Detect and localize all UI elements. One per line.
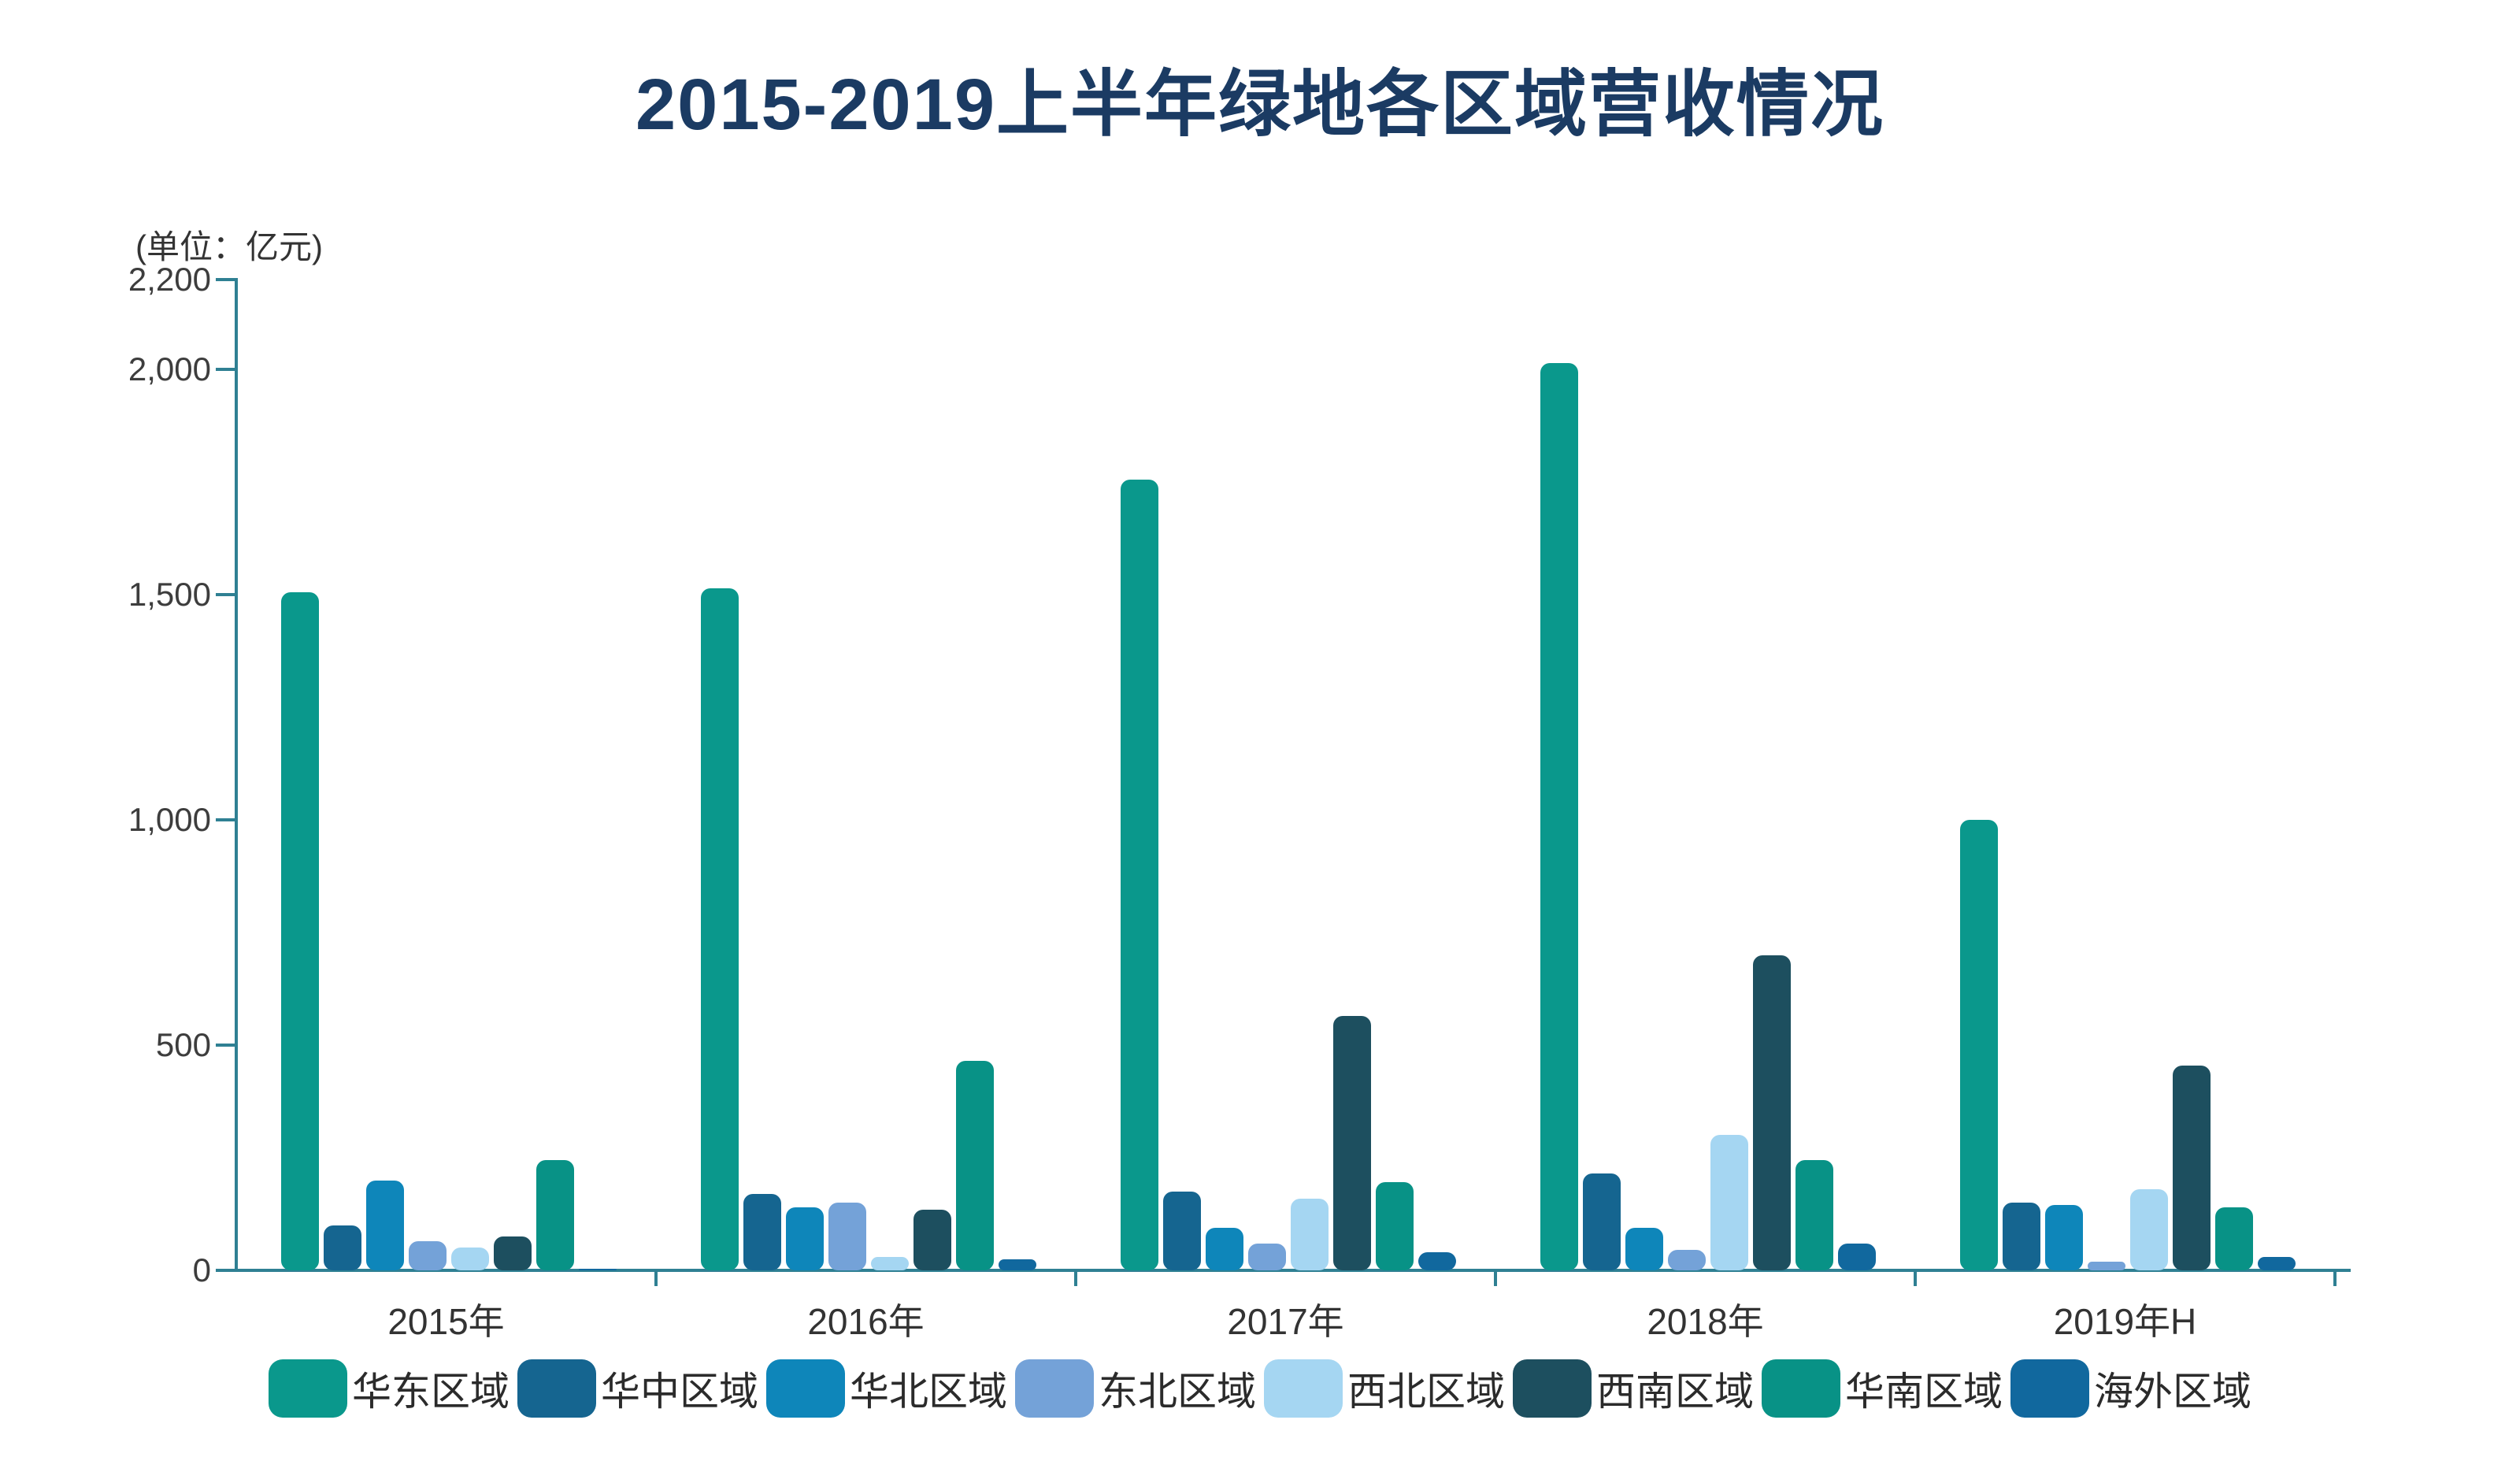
y-axis-tick-label: 1,000 (128, 801, 211, 839)
bar[interactable] (450, 1248, 489, 1270)
bar[interactable] (2129, 1189, 2168, 1270)
bar[interactable] (1247, 1243, 1286, 1270)
legend-item[interactable]: 西南区域 (1513, 1359, 1754, 1418)
bar[interactable] (1290, 1198, 1329, 1270)
bar[interactable] (1710, 1135, 1748, 1270)
x-axis-tick (1494, 1270, 1497, 1286)
x-axis-category-label: 2017年 (1227, 1301, 1344, 1342)
legend-item-label: 华东区域 (352, 1370, 510, 1414)
x-axis-category-label: 2016年 (807, 1301, 925, 1342)
bar[interactable] (1795, 1159, 1833, 1270)
bar[interactable] (1205, 1227, 1243, 1270)
x-axis-line (235, 1269, 2351, 1272)
bar[interactable] (870, 1256, 909, 1270)
legend-item[interactable]: 西北区域 (1264, 1359, 1505, 1418)
bar[interactable] (2044, 1205, 2083, 1270)
bar[interactable] (536, 1159, 574, 1270)
y-axis-tick (216, 368, 236, 372)
x-axis-category-label: 2019年H (2053, 1301, 2197, 1342)
y-axis-tick-label: 0 (192, 1251, 211, 1288)
y-axis-tick (216, 1269, 236, 1272)
bar[interactable] (1625, 1227, 1663, 1270)
y-axis-tick-label: 500 (155, 1026, 211, 1064)
bar[interactable] (1418, 1252, 1456, 1270)
legend-item-label: 东北区域 (1099, 1370, 1256, 1414)
legend-swatch (1015, 1359, 1094, 1418)
bar[interactable] (1582, 1173, 1621, 1270)
bar[interactable] (578, 1269, 617, 1270)
legend-item[interactable]: 华中区域 (517, 1359, 758, 1418)
legend-swatch (1762, 1359, 1840, 1418)
legend-item[interactable]: 东北区域 (1015, 1359, 1256, 1418)
x-axis-tick (2333, 1270, 2337, 1286)
x-axis-category-label: 2015年 (387, 1301, 505, 1342)
bar[interactable] (743, 1193, 781, 1270)
y-axis-tick-label: 2,000 (128, 350, 211, 388)
y-axis-tick (216, 593, 236, 597)
bar[interactable] (998, 1259, 1036, 1270)
bar[interactable] (1959, 820, 1998, 1270)
bar[interactable] (493, 1236, 532, 1270)
bar[interactable] (2087, 1261, 2125, 1270)
bar[interactable] (323, 1225, 361, 1270)
bar[interactable] (700, 588, 739, 1270)
legend-swatch (2010, 1359, 2089, 1418)
legend-swatch (1264, 1359, 1343, 1418)
bar[interactable] (828, 1203, 866, 1270)
legend-item[interactable]: 海外区域 (2010, 1359, 2251, 1418)
legend: 华东区域 华中区域 华北区域 东北区域 西北区域 西南区域 华南区域 海外区域 (0, 1359, 2520, 1418)
legend-item[interactable]: 华北区域 (766, 1359, 1007, 1418)
bar[interactable] (2172, 1065, 2211, 1270)
legend-item-label: 华北区域 (850, 1370, 1007, 1414)
legend-swatch (766, 1359, 845, 1418)
y-axis-tick (216, 1044, 236, 1047)
y-axis-tick-label: 1,500 (128, 576, 211, 614)
bar[interactable] (2002, 1203, 2040, 1270)
bar[interactable] (365, 1180, 404, 1270)
bar[interactable] (1120, 480, 1158, 1270)
y-axis-unit-label: (单位：亿元) (135, 228, 323, 265)
y-axis-tick (216, 818, 236, 822)
bar[interactable] (280, 592, 319, 1270)
legend-item[interactable]: 华东区域 (269, 1359, 510, 1418)
bar[interactable] (1375, 1182, 1414, 1270)
y-axis-tick-label: 2,200 (128, 261, 211, 298)
legend-item-label: 华南区域 (1845, 1370, 2003, 1414)
legend-swatch (269, 1359, 347, 1418)
bar[interactable] (785, 1207, 824, 1270)
x-axis-tick (654, 1270, 658, 1286)
bar[interactable] (1837, 1243, 1876, 1270)
bar[interactable] (1752, 955, 1791, 1270)
x-axis-category-label: 2018年 (1647, 1301, 1764, 1342)
y-axis-line (235, 278, 238, 1272)
legend-item-label: 海外区域 (2094, 1370, 2251, 1414)
bar[interactable] (2257, 1256, 2296, 1270)
legend-swatch (1513, 1359, 1592, 1418)
y-axis-tick (216, 278, 236, 281)
bar[interactable] (1667, 1250, 1706, 1270)
bar[interactable] (913, 1209, 951, 1270)
chart-title: 2015-2019上半年绿地各区域营收情况 (636, 65, 1884, 145)
legend-item[interactable]: 华南区域 (1762, 1359, 2003, 1418)
x-axis-tick (1074, 1270, 1077, 1286)
legend-swatch (517, 1359, 596, 1418)
x-axis-tick (1914, 1270, 1917, 1286)
bar[interactable] (1162, 1191, 1201, 1270)
bar[interactable] (1332, 1015, 1371, 1270)
legend-item-label: 西北区域 (1347, 1370, 1505, 1414)
bar[interactable] (408, 1240, 447, 1270)
bar[interactable] (2214, 1207, 2253, 1270)
bar[interactable] (1540, 362, 1578, 1270)
legend-item-label: 西南区域 (1596, 1370, 1754, 1414)
bar[interactable] (955, 1061, 994, 1270)
legend-item-label: 华中区域 (601, 1370, 758, 1414)
